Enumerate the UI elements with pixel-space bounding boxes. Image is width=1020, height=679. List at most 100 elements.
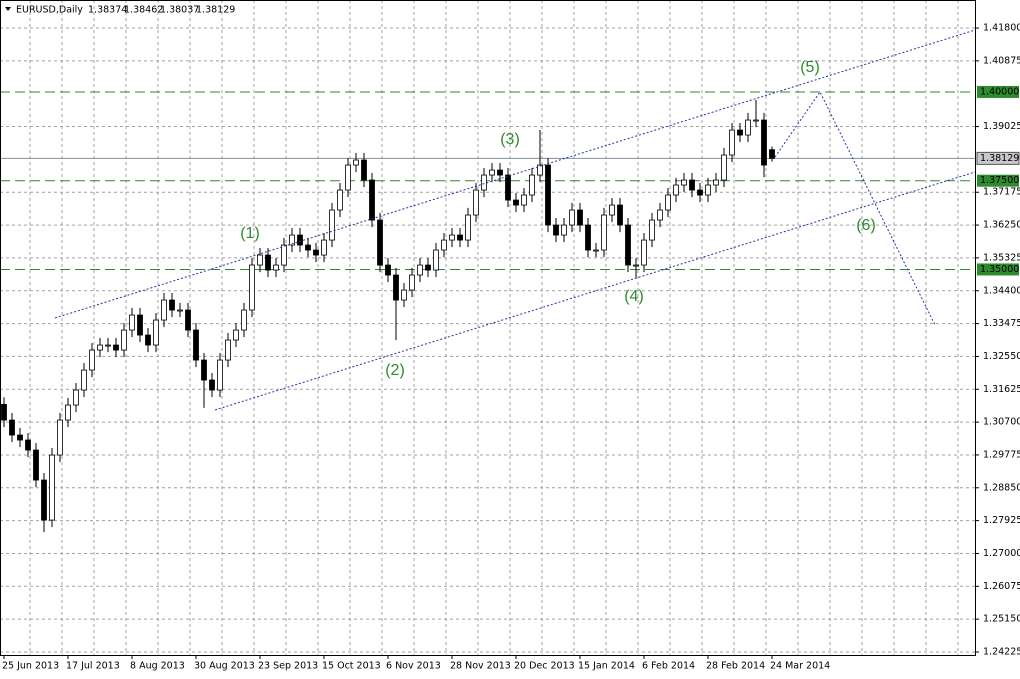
candle-body — [393, 274, 399, 301]
header-close: 1.38129 — [196, 5, 235, 16]
y-tick-label: 1.39025 — [983, 121, 1020, 132]
candle-body — [257, 254, 263, 266]
x-tick-label: 30 Aug 2013 — [194, 661, 255, 672]
candle-body — [569, 209, 575, 226]
candle-body — [305, 244, 311, 251]
wave-label: (6) — [856, 217, 876, 234]
candle-body — [137, 314, 143, 336]
candle-body — [233, 329, 239, 341]
candle-body — [313, 249, 319, 256]
candle-body — [97, 344, 103, 351]
candle-body — [417, 264, 423, 276]
candle-body — [337, 189, 343, 211]
candle-body — [481, 174, 487, 191]
candle-body — [729, 129, 735, 156]
x-tick-label: 15 Oct 2013 — [322, 661, 381, 672]
candle-body — [73, 389, 79, 406]
candle-body — [441, 239, 447, 251]
lower-channel — [214, 171, 976, 411]
level-box — [977, 174, 1019, 187]
x-tick-label: 25 Jun 2013 — [2, 661, 59, 672]
y-tick-label: 1.35325 — [983, 252, 1020, 263]
candle-body — [761, 119, 767, 166]
candle-body — [577, 209, 583, 226]
candle-body — [193, 329, 199, 361]
wave-label: (4) — [624, 288, 644, 305]
y-tick-label: 1.24225 — [983, 646, 1020, 657]
candle-body — [497, 169, 503, 176]
candle-body — [409, 274, 415, 291]
candle-body — [721, 154, 727, 181]
candle-body — [241, 309, 247, 331]
candle-body — [641, 239, 647, 266]
candle-body — [769, 149, 775, 159]
candle-body — [345, 164, 351, 191]
x-tick-label: 17 Jul 2013 — [66, 661, 120, 672]
candle-body — [681, 179, 687, 186]
level-label: 1.35000 — [980, 264, 1019, 275]
header-low: 1.38037 — [160, 5, 199, 16]
candle-body — [113, 344, 119, 351]
y-tick-label: 1.29775 — [983, 449, 1020, 460]
header-high: 1.38462 — [124, 5, 163, 16]
candle-body — [473, 189, 479, 216]
candle-body — [81, 369, 87, 391]
candle-body — [593, 249, 599, 252]
candle-body — [177, 309, 183, 312]
candle-body — [265, 254, 271, 271]
wave-label: (1) — [240, 225, 260, 242]
x-tick-label: 8 Aug 2013 — [130, 661, 185, 672]
candle-body — [713, 179, 719, 186]
candles — [1, 100, 775, 533]
candle-body — [457, 234, 463, 241]
candle-body — [585, 224, 591, 251]
candle-body — [537, 164, 543, 176]
y-tick-label: 1.26075 — [983, 581, 1020, 592]
bid-box — [976, 151, 1020, 165]
candle-body — [553, 224, 559, 236]
y-tick-label: 1.28850 — [983, 482, 1020, 493]
wave-label: (3) — [500, 131, 520, 148]
candle-body — [561, 224, 567, 236]
candle-body — [657, 209, 663, 221]
trend-lines — [54, 29, 976, 411]
candle-body — [545, 164, 551, 226]
level-label: 1.40000 — [980, 86, 1019, 97]
candle-body — [465, 214, 471, 241]
x-tick-label: 15 Jan 2014 — [578, 661, 635, 672]
candle-body — [377, 219, 383, 266]
candle-body — [209, 379, 215, 391]
candle-body — [225, 339, 231, 361]
y-tick-label: 1.25150 — [983, 614, 1020, 625]
candle-body — [33, 449, 39, 481]
candle-body — [449, 234, 455, 241]
y-tick-label: 1.33475 — [983, 318, 1020, 329]
candle-body — [633, 264, 639, 267]
candle-body — [145, 334, 151, 346]
y-tick-label: 1.31625 — [983, 384, 1020, 395]
candle-body — [329, 209, 335, 241]
level-box — [977, 263, 1019, 276]
candle-body — [89, 349, 95, 371]
candle-body — [153, 319, 159, 346]
candle-body — [289, 234, 295, 246]
candle-body — [41, 479, 47, 521]
y-tick-label: 1.27000 — [983, 548, 1020, 559]
y-tick-label: 1.32550 — [983, 351, 1020, 362]
candle-body — [129, 314, 135, 331]
candle-body — [361, 159, 367, 181]
candle-body — [321, 239, 327, 256]
level-box — [977, 85, 1019, 98]
candle-body — [65, 404, 71, 421]
grid — [0, 0, 975, 655]
y-tick-label: 1.27925 — [983, 515, 1020, 526]
candle-body — [705, 184, 711, 196]
y-tick-label: 1.37175 — [983, 187, 1020, 198]
candle-body — [489, 169, 495, 176]
candle-body — [601, 214, 607, 251]
candle-body — [609, 204, 615, 216]
symbol-marker — [5, 7, 11, 11]
candle-body — [273, 264, 279, 271]
candle-body — [697, 189, 703, 196]
